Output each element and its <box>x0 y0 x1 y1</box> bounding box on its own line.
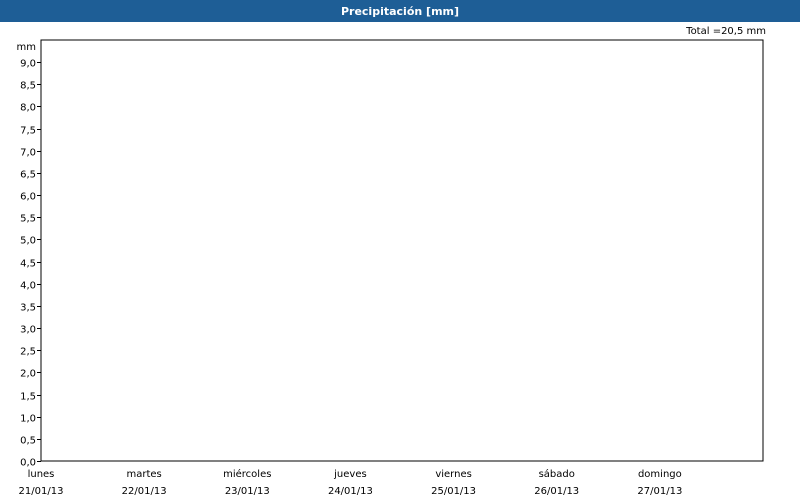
y-tick-label: 0,0 <box>20 458 36 469</box>
x-day-label: domingo <box>638 469 682 480</box>
x-date-label: 24/01/13 <box>328 486 373 497</box>
y-tick-label: 4,5 <box>20 259 36 270</box>
x-day-label: jueves <box>333 469 367 480</box>
x-date-label: 22/01/13 <box>122 486 167 497</box>
axes <box>37 39 764 462</box>
total-precipitation-label: Total =20,5 mm <box>686 26 766 37</box>
y-tick-label: 4,0 <box>20 281 36 292</box>
y-tick-label: 0,5 <box>20 436 36 447</box>
x-date-label: 23/01/13 <box>225 486 270 497</box>
x-day-label: viernes <box>435 469 471 480</box>
axis-labels: 0,0 0,5 1,0 1,5 2,0 2,5 3,0 3,5 4,0 4,5 5,0 5,5 6,0 6… <box>17 42 683 497</box>
plot-frame <box>40 39 764 462</box>
x-date-label: 25/01/13 <box>431 486 476 497</box>
y-unit-label: mm <box>17 42 36 53</box>
x-date-label: 21/01/13 <box>19 486 64 497</box>
y-tick-label: 8,5 <box>20 81 36 92</box>
y-tick-label: 7,0 <box>20 148 36 159</box>
y-tick-label: 7,5 <box>20 126 36 137</box>
y-tick-label: 2,0 <box>20 369 36 380</box>
x-date-label: 27/01/13 <box>637 486 682 497</box>
y-tick-label: 3,5 <box>20 303 36 314</box>
x-day-label: miércoles <box>223 468 271 480</box>
y-tick-label: 1,0 <box>20 414 36 425</box>
x-day-label: sábado <box>539 468 575 480</box>
y-tick-label: 2,5 <box>20 347 36 358</box>
y-tick-label: 9,0 <box>20 59 36 70</box>
x-date-label: 26/01/13 <box>534 486 579 497</box>
y-tick-label: 5,5 <box>20 214 36 225</box>
y-tick-label: 1,5 <box>20 392 36 403</box>
chart-title: Precipitación [mm] <box>0 0 800 22</box>
y-tick-label: 3,0 <box>20 325 36 336</box>
x-day-label: martes <box>127 469 162 480</box>
y-tick-label: 6,5 <box>20 170 36 181</box>
y-tick-label: 6,0 <box>20 192 36 203</box>
x-day-label: lunes <box>28 469 55 480</box>
y-tick-label: 8,0 <box>20 103 36 114</box>
y-tick-label: 5,0 <box>20 236 36 247</box>
